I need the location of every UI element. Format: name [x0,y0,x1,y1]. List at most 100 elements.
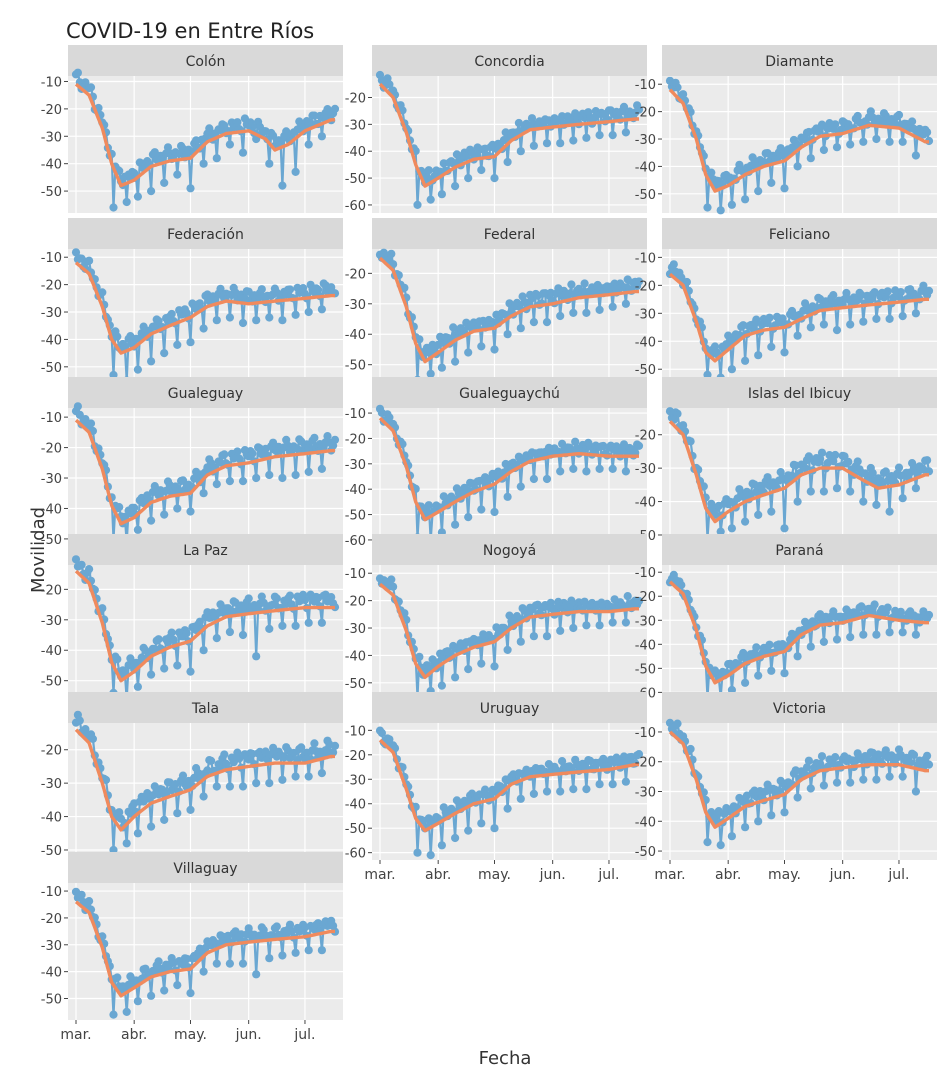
y-tick-label: -50 [345,509,366,524]
y-tick-label: -30 [635,307,656,322]
x-tick-label: jun. [235,1027,262,1043]
y-tick-label: -20 [41,279,62,294]
y-tick-label: -50 [635,845,656,860]
y-tick-label: -30 [41,777,62,792]
y-tick-label: -20 [345,267,366,282]
x-tick-label: may. [478,867,511,883]
y-tick-label: -20 [635,279,656,294]
data-line [74,402,337,543]
y-tick-label: -40 [41,966,62,981]
facet-label: La Paz [183,543,228,559]
y-tick-label: -30 [345,118,366,133]
y-tick-label: -10 [345,724,366,739]
y-tick-label: -10 [41,411,62,426]
y-tick-label: -10 [345,567,366,582]
facet-panel: Uruguay -10 -20 -30 -40 -50 -60 mar. abr. may. jun… [345,692,647,883]
y-tick-label: -60 [345,847,366,862]
facet-label: Islas del Ibicuy [748,386,851,402]
y-tick-label: -20 [345,432,366,447]
y-tick-label: -40 [345,649,366,664]
y-tick-label: -50 [41,844,62,859]
smooth-line [74,569,335,683]
y-axis-title: Movilidad [28,507,49,593]
data-point [71,248,81,257]
chart-title: COVID-19 en Entre Ríos [66,19,314,43]
y-tick-label: -20 [41,442,62,457]
smooth-line [668,420,929,524]
data-line [378,74,641,205]
facet-panel: Concordia -20 -30 -40 -50 -60 [345,45,647,214]
facet-panels: Colón -10 -20 -30 -40 -50 Concordia -20 -30 -40 -5… [41,45,937,1043]
data-line [668,410,931,539]
smooth-line [378,416,639,522]
facet-panel: Federal -20 -30 -40 -50 [345,218,647,386]
facet-label: Colón [186,54,226,70]
y-tick-label: -50 [41,993,62,1008]
y-tick-label: -30 [635,462,656,477]
y-tick-label: -20 [41,583,62,598]
facet-label: Paraná [775,543,823,559]
facet-label: Villaguay [173,861,237,877]
y-tick-label: -20 [345,595,366,610]
y-tick-label: -20 [345,91,366,106]
y-tick-label: -10 [635,78,656,93]
facet-panel: La Paz -20 -30 -40 -50 [41,534,343,704]
facet-strip [662,534,937,565]
facet-panel: Islas del Ibicuy-20-30-40-50 [635,377,937,545]
facet-panel: Gualeguaychú -10 -20 -30 -40 -50 -60 [345,377,647,549]
smooth-line [668,580,929,685]
smooth-line [668,730,929,829]
facet-strip [662,377,937,408]
facet-label: Diamante [765,54,833,70]
facet-panel: Tala -20 -30 -40 -50 [41,692,343,860]
facet-strip [68,45,343,76]
y-tick-label: -30 [345,458,366,473]
y-tick-label: -40 [41,158,62,173]
smooth-line [378,582,639,679]
x-tick-label: may. [174,1027,207,1043]
data-line [668,721,931,846]
smooth-line [668,272,929,363]
x-tick-label: mar. [654,867,685,883]
y-tick-label: -20 [41,103,62,118]
facet-strip [68,218,343,249]
y-tick-label: -50 [635,188,656,203]
y-tick-label: -50 [345,822,366,837]
data-line [668,79,931,211]
y-tick-label: -10 [635,566,656,581]
facet-panel: Federación -10 -20 -30 -40 -50 [41,218,343,386]
smooth-line [378,738,639,833]
y-tick-label: -30 [635,614,656,629]
y-tick-label: -50 [635,363,656,378]
y-tick-label: -50 [41,361,62,376]
y-tick-label: -40 [635,638,656,653]
y-tick-label: -30 [41,614,62,629]
facet-panel: Victoria -10 -20 -30 -40 -50 mar. abr. may. jun. j… [635,692,937,883]
facet-panel: Feliciano -10 -20 -30 -40 -50 [635,218,937,386]
y-tick-label: -30 [635,133,656,148]
y-tick-label: -30 [41,939,62,954]
y-tick-label: -50 [41,675,62,690]
facet-strip [68,692,343,723]
y-tick-label: -50 [345,172,366,187]
x-tick-label: mar. [364,867,395,883]
smooth-line [668,88,929,193]
facet-strip [372,692,647,723]
facet-strip [372,377,647,408]
y-tick-label: -40 [41,644,62,659]
smooth-line [378,256,639,364]
data-line [379,408,640,540]
facet-panel: Diamante -10 -20 -30 -40 -50 [635,45,937,215]
data-line [669,572,930,698]
x-tick-label: abr. [715,867,741,883]
facet-label: Gualeguaychú [459,386,560,402]
x-tick-label: jun. [829,867,856,883]
facet-strip [372,45,647,76]
x-tick-label: abr. [121,1027,147,1043]
y-tick-label: -40 [345,145,366,160]
y-tick-label: -40 [635,496,656,511]
facet-strip [662,692,937,723]
data-line [75,70,337,208]
